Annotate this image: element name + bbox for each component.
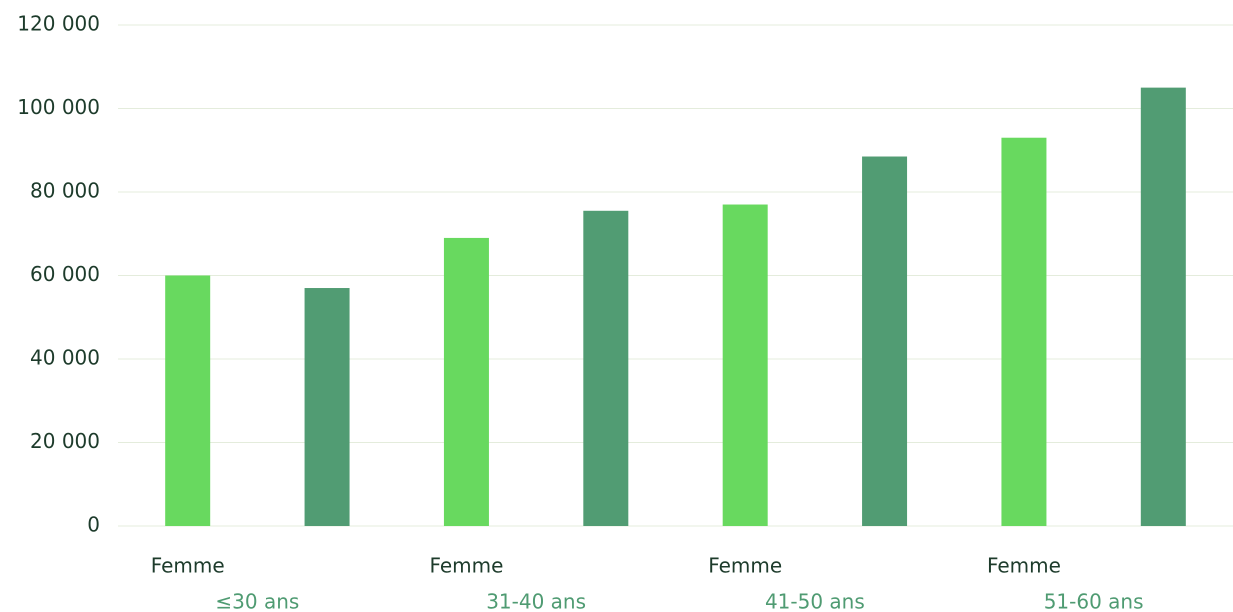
y-tick-label: 80 000	[30, 179, 100, 203]
bar-label: Femme	[987, 554, 1061, 578]
y-tick-label: 60 000	[30, 262, 100, 286]
bar-label: Femme	[708, 554, 782, 578]
bar	[443, 237, 489, 527]
group-label: 51-60 ans	[1044, 590, 1144, 612]
bar	[862, 156, 908, 526]
bar	[1140, 87, 1186, 526]
group-label: 31-40 ans	[486, 590, 586, 612]
bar	[165, 275, 211, 526]
group-label: ≤30 ans	[215, 590, 299, 612]
y-tick-label: 120 000	[17, 12, 100, 36]
y-tick-label: 0	[87, 513, 100, 537]
y-tick-label: 20 000	[30, 429, 100, 453]
bar	[722, 204, 768, 526]
bar	[583, 210, 629, 526]
bar	[1001, 137, 1047, 526]
group-label: 41-50 ans	[765, 590, 865, 612]
bar-label: Femme	[151, 554, 225, 578]
bar-label: Femme	[429, 554, 503, 578]
y-tick-label: 40 000	[30, 346, 100, 370]
bar	[304, 288, 350, 526]
y-tick-label: 100 000	[17, 95, 100, 119]
